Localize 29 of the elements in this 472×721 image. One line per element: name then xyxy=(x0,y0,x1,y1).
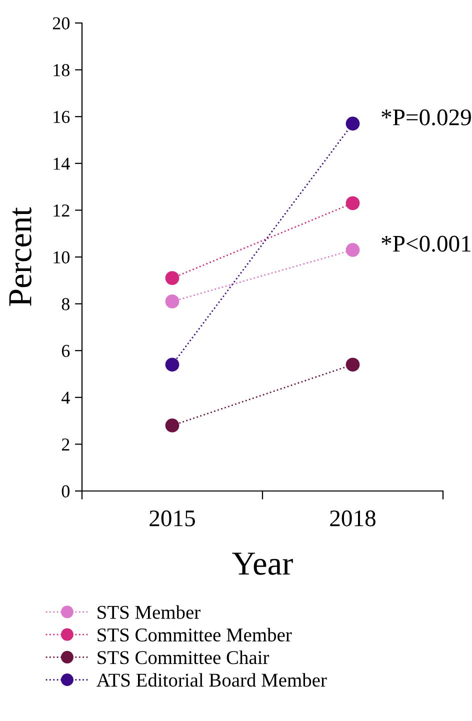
y-tick-label: 2 xyxy=(62,438,70,450)
legend-label: STS Member xyxy=(98,605,200,619)
x-tick-label: 2018 xyxy=(330,510,376,526)
y-tick-label: 8 xyxy=(62,298,70,310)
point xyxy=(346,196,360,210)
y-tick-label: 20 xyxy=(52,17,70,30)
y-axis-title: Percent xyxy=(9,207,32,306)
x-axis-title: Year xyxy=(232,552,293,575)
y-tick-label: 18 xyxy=(54,64,70,76)
y-tick-label: 16 xyxy=(54,110,70,124)
y-tick-label: 0 xyxy=(62,485,70,498)
point xyxy=(346,358,360,372)
legend-label: STS Committee Chair xyxy=(98,650,270,664)
point xyxy=(165,271,180,286)
y-tick-label: 4 xyxy=(62,392,70,404)
legend-label: ATS Editorial Board Member xyxy=(96,673,327,687)
y-tick-label: 14 xyxy=(54,158,70,170)
point xyxy=(165,358,180,372)
point xyxy=(346,116,360,131)
point xyxy=(165,294,180,308)
y-tick-label: 10 xyxy=(54,251,70,264)
point xyxy=(165,418,180,432)
y-tick-label: 6 xyxy=(62,344,70,358)
legend-label: STS Committee Member xyxy=(98,628,292,642)
annotation: *P=0.029 xyxy=(382,109,471,126)
y-tick-label: 12 xyxy=(54,204,70,216)
x-tick-label: 2015 xyxy=(150,510,195,526)
annotation: *P<0.001 xyxy=(382,236,470,252)
point xyxy=(346,243,360,257)
